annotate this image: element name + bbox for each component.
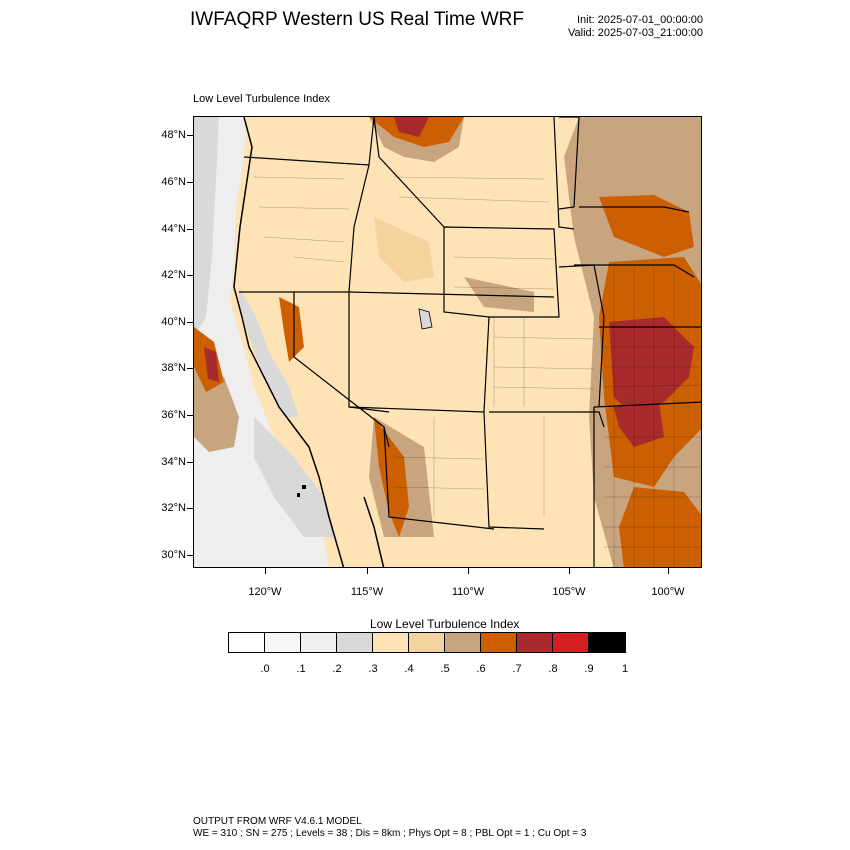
map-panel xyxy=(193,116,702,568)
lat-label-36: 36°N xyxy=(161,409,186,421)
lat-label-40: 40°N xyxy=(161,316,186,328)
colorbar-label: .8 xyxy=(548,663,558,675)
lon-label-100: 100°W xyxy=(651,586,685,598)
main-title: IWFAQRP Western US Real Time WRF xyxy=(190,9,524,30)
lat-label-34: 34°N xyxy=(161,456,186,468)
lat-label-32: 32°N xyxy=(161,502,186,514)
arizona-high-region xyxy=(374,417,409,537)
montana-very-high-region xyxy=(394,117,429,137)
lon-label-110: 110°W xyxy=(451,586,485,598)
lat-tick xyxy=(187,135,193,136)
model-config-line: WE = 310 ; SN = 275 ; Levels = 38 ; Dis … xyxy=(193,828,587,839)
lat-label-46: 46°N xyxy=(161,176,186,188)
colorbar-label: .4 xyxy=(404,663,414,675)
lat-label-44: 44°N xyxy=(161,223,186,235)
lon-tick xyxy=(265,568,266,574)
colorbar-swatch xyxy=(337,633,373,652)
colorbar-label: .7 xyxy=(512,663,522,675)
field-title: Low Level Turbulence Index xyxy=(193,93,330,105)
idaho-moderate xyxy=(374,217,434,282)
great-salt-lake xyxy=(418,308,433,330)
lat-tick xyxy=(187,555,193,556)
oklahoma-very-high-region xyxy=(614,402,664,447)
colorbar-swatch xyxy=(373,633,409,652)
colorbar-label: .0 xyxy=(260,663,270,675)
colorbar-swatch xyxy=(589,633,625,652)
colorbar-swatch xyxy=(517,633,553,652)
colorbar-label: .3 xyxy=(368,663,378,675)
colorbar-swatch xyxy=(445,633,481,652)
colorbar xyxy=(228,632,626,653)
lat-tick xyxy=(187,508,193,509)
ocean-shading-south xyxy=(254,417,334,537)
lon-label-115: 115°W xyxy=(350,586,384,598)
colorbar-label: .9 xyxy=(584,663,594,675)
lon-label-120: 120°W xyxy=(248,586,282,598)
colorbar-swatch xyxy=(481,633,517,652)
colorbar-label: 1 xyxy=(621,663,629,675)
lat-label-42: 42°N xyxy=(161,269,186,281)
pacific-coastline xyxy=(233,117,345,567)
sd-high-region xyxy=(599,195,694,257)
ocean-region xyxy=(194,117,329,567)
colorbar-label: .5 xyxy=(440,663,450,675)
island xyxy=(302,485,306,489)
central-valley-shading xyxy=(239,287,299,417)
colorbar-label: .2 xyxy=(332,663,342,675)
lon-tick xyxy=(468,568,469,574)
nevada-high-region xyxy=(279,297,304,362)
colorbar-swatch xyxy=(553,633,589,652)
offshore-very-high-region xyxy=(204,347,219,382)
model-info-line: OUTPUT FROM WRF V4.6.1 MODEL xyxy=(193,816,362,827)
lat-tick xyxy=(187,229,193,230)
colorbar-label: .1 xyxy=(296,663,306,675)
lon-tick xyxy=(569,568,570,574)
lat-label-48: 48°N xyxy=(161,129,186,141)
valid-time: Valid: 2025-07-03_21:00:00 xyxy=(568,27,703,39)
lat-tick xyxy=(187,368,193,369)
init-time: Init: 2025-07-01_00:00:00 xyxy=(577,14,703,26)
colorbar-swatch xyxy=(229,633,265,652)
lon-label-105: 105°W xyxy=(552,586,586,598)
ocean-shading xyxy=(194,117,219,337)
county-boundaries xyxy=(253,176,701,567)
lat-label-38: 38°N xyxy=(161,362,186,374)
colorbar-swatch xyxy=(265,633,301,652)
lat-tick xyxy=(187,275,193,276)
island xyxy=(297,493,300,497)
lat-tick xyxy=(187,322,193,323)
lon-tick xyxy=(367,568,368,574)
colorbar-swatch xyxy=(301,633,337,652)
wyoming-moderate xyxy=(464,277,534,312)
lat-tick xyxy=(187,415,193,416)
lat-tick xyxy=(187,462,193,463)
lat-label-30: 30°N xyxy=(161,549,186,561)
lon-tick xyxy=(668,568,669,574)
colorbar-title: Low Level Turbulence Index xyxy=(370,617,520,631)
colorbar-swatch xyxy=(409,633,445,652)
colorbar-label: .6 xyxy=(476,663,486,675)
lat-tick xyxy=(187,182,193,183)
turbulence-map xyxy=(194,117,701,567)
gulf-california-coast xyxy=(363,496,385,567)
